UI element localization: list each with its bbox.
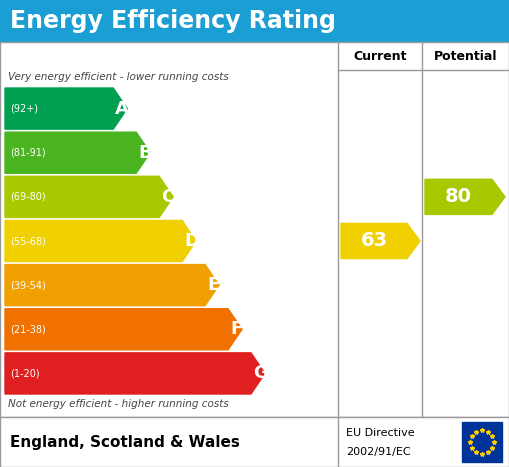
Text: (21-38): (21-38) <box>10 324 46 334</box>
Polygon shape <box>5 176 173 218</box>
Text: 80: 80 <box>445 187 472 206</box>
Polygon shape <box>5 88 127 129</box>
Text: England, Scotland & Wales: England, Scotland & Wales <box>10 434 240 450</box>
Text: Not energy efficient - higher running costs: Not energy efficient - higher running co… <box>8 399 229 409</box>
Text: 2002/91/EC: 2002/91/EC <box>346 447 411 457</box>
Bar <box>0 0 509 42</box>
Polygon shape <box>5 220 196 262</box>
Text: C: C <box>161 188 175 206</box>
Text: A: A <box>115 99 129 118</box>
Polygon shape <box>5 265 219 306</box>
Polygon shape <box>425 179 505 214</box>
Text: (69-80): (69-80) <box>10 192 46 202</box>
Text: (81-91): (81-91) <box>10 148 46 158</box>
Polygon shape <box>5 132 150 173</box>
Text: Very energy efficient - lower running costs: Very energy efficient - lower running co… <box>8 72 229 82</box>
Bar <box>462 422 502 462</box>
Text: F: F <box>230 320 242 338</box>
Polygon shape <box>5 309 242 350</box>
Text: Current: Current <box>353 50 407 63</box>
Polygon shape <box>341 223 420 259</box>
Text: (92+): (92+) <box>10 104 38 113</box>
Text: 63: 63 <box>360 232 387 250</box>
Text: (55-68): (55-68) <box>10 236 46 246</box>
Bar <box>0 42 509 417</box>
Text: Potential: Potential <box>434 50 497 63</box>
Text: (39-54): (39-54) <box>10 280 46 290</box>
Text: D: D <box>184 232 199 250</box>
Text: E: E <box>207 276 219 294</box>
Text: (1-20): (1-20) <box>10 368 40 378</box>
Bar <box>0 417 509 467</box>
Text: G: G <box>253 364 268 382</box>
Text: B: B <box>138 144 152 162</box>
Polygon shape <box>5 353 265 394</box>
Text: EU Directive: EU Directive <box>346 429 415 439</box>
Text: Energy Efficiency Rating: Energy Efficiency Rating <box>10 9 336 33</box>
